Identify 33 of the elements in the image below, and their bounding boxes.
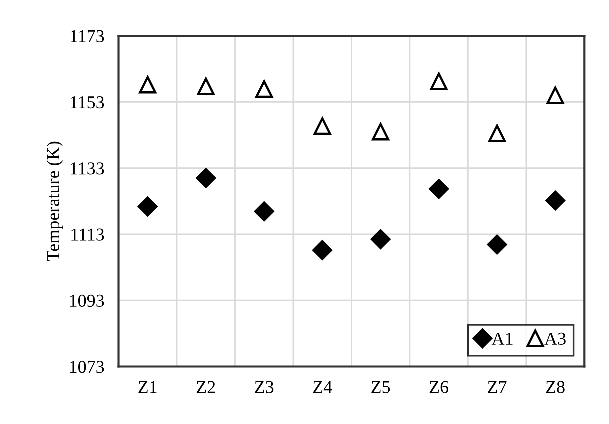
point <box>546 190 566 211</box>
legend-label: A1 <box>492 332 513 345</box>
x-tick-label: Z4 <box>313 381 332 394</box>
legend-label: A3 <box>544 332 566 346</box>
y-tick-label: 1113 <box>72 228 104 241</box>
point <box>139 76 157 94</box>
y-tick-label: 1073 <box>70 361 104 374</box>
point <box>370 229 391 250</box>
point <box>254 202 274 222</box>
point <box>488 124 506 142</box>
x-tick-label: Z3 <box>255 381 274 394</box>
point <box>314 118 332 136</box>
x-tick-label: Z6 <box>430 381 449 394</box>
point <box>138 196 158 217</box>
x-tick-label: Z8 <box>546 381 565 394</box>
point <box>196 168 216 188</box>
y-axis-title: Temperature (K) <box>46 142 64 262</box>
y-tick-label: 1093 <box>70 294 104 308</box>
point <box>197 78 215 96</box>
point <box>312 240 333 260</box>
point <box>429 179 449 200</box>
y-tick-label: 1173 <box>71 30 104 42</box>
point <box>430 72 448 90</box>
x-tick-label: Z5 <box>372 381 390 394</box>
point <box>487 234 508 255</box>
y-tick-label: 1133 <box>71 162 104 175</box>
y-tick-label: 1153 <box>71 96 104 109</box>
point <box>256 80 274 98</box>
x-tick-label: Z7 <box>488 381 507 394</box>
x-tick-label: Z1 <box>138 381 157 394</box>
point <box>372 123 390 141</box>
point <box>546 86 564 104</box>
x-tick-label: Z2 <box>196 381 216 394</box>
